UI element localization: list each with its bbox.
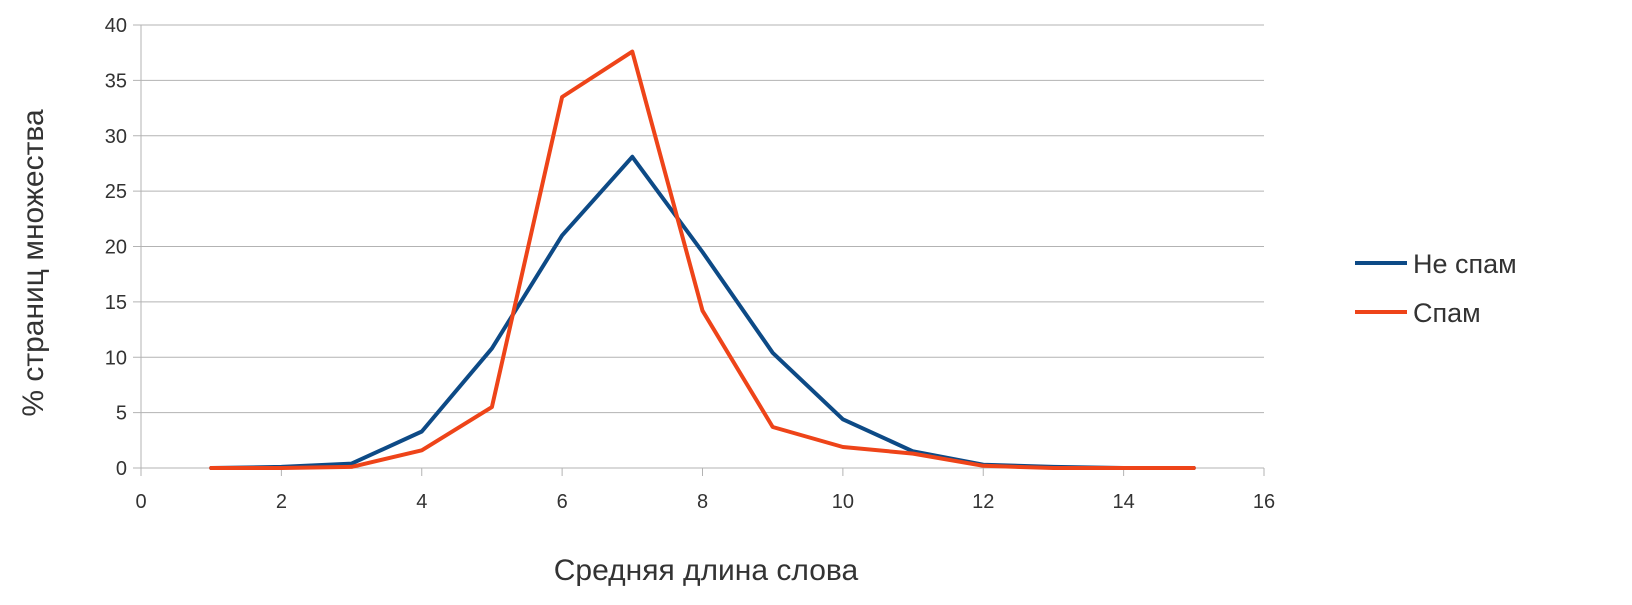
x-tick-label: 10 [832, 491, 854, 513]
x-tick-label: 16 [1253, 491, 1275, 513]
y-tick-label: 25 [105, 181, 127, 203]
legend-label: Спам [1413, 298, 1481, 328]
y-tick-label: 20 [105, 237, 127, 259]
legend-label: Не спам [1413, 249, 1517, 279]
x-axis-title: Средняя длина слова [554, 554, 859, 587]
x-tick-label: 2 [276, 491, 287, 513]
gridlines [141, 24, 1264, 469]
x-tick-label: 14 [1113, 491, 1135, 513]
x-tick-label: 12 [972, 491, 994, 513]
y-tick-label: 10 [105, 347, 127, 369]
x-tick-label: 6 [557, 491, 568, 513]
x-axis-ticks: 0 2 4 6 8 10 12 14 16 [135, 468, 1275, 513]
x-tick-label: 4 [416, 491, 427, 513]
y-tick-label: 5 [116, 403, 127, 425]
y-axis-title: % страниц множества [17, 109, 50, 417]
x-tick-label: 8 [697, 491, 708, 513]
y-axis-ticks: 0 5 10 15 20 25 30 35 40 [105, 15, 141, 480]
y-tick-label: 15 [105, 292, 127, 314]
legend: Не спам Спам [1355, 249, 1517, 328]
series-lines [209, 49, 1196, 470]
y-tick-label: 35 [105, 70, 127, 92]
y-tick-label: 40 [105, 15, 127, 37]
y-tick-label: 30 [105, 126, 127, 148]
x-tick-label: 0 [135, 491, 146, 513]
y-tick-label: 0 [116, 458, 127, 480]
series-line-2 [209, 49, 1196, 470]
